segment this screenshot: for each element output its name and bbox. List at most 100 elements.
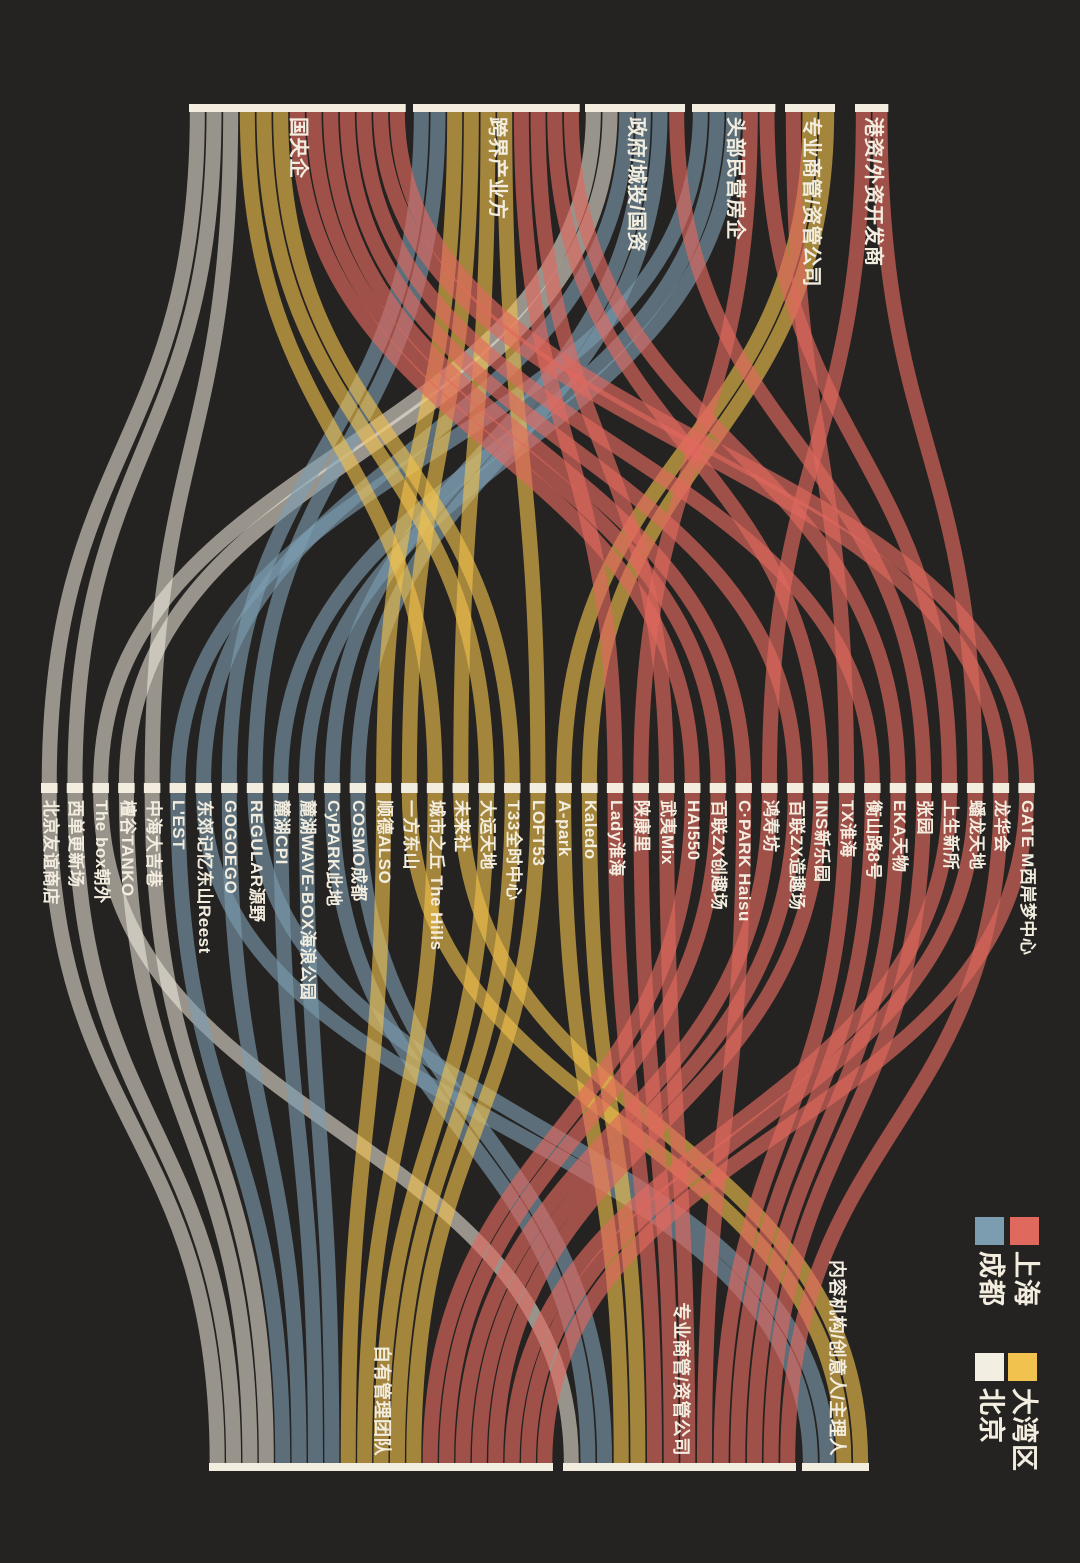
top-node-bar bbox=[692, 104, 776, 112]
project-label: 麓湖WAVE-BOX海浪公园 bbox=[297, 800, 317, 1001]
top-node-bar bbox=[785, 104, 836, 112]
top-node-label: 头部民营房企 bbox=[723, 117, 746, 240]
legend-label-beijing: 北京 bbox=[976, 1388, 1006, 1444]
project-node-bar bbox=[272, 783, 289, 793]
flow-ribbon-top bbox=[339, 111, 803, 784]
flow-ribbon-bottom bbox=[389, 792, 520, 1464]
flow-ribbon-top bbox=[373, 111, 1009, 784]
project-node-bar bbox=[529, 783, 547, 793]
project-node-bar bbox=[735, 783, 752, 793]
flow-ribbon-top bbox=[256, 111, 494, 784]
project-label: HAI550 bbox=[683, 800, 703, 861]
flow-ribbon-top bbox=[323, 111, 752, 784]
flow-ribbon-top bbox=[144, 111, 239, 784]
flow-ribbon-top bbox=[453, 111, 496, 784]
top-node-label: 专业商管/资管公司 bbox=[800, 117, 822, 288]
legend-swatch-beijing bbox=[975, 1353, 1004, 1381]
legend-swatch-chengdu bbox=[975, 1217, 1004, 1245]
project-label: 顺德ALSO bbox=[375, 800, 395, 885]
project-node-bar bbox=[375, 783, 392, 793]
flow-ribbon-bottom bbox=[298, 792, 340, 1464]
project-label: CyPARK此地 bbox=[323, 800, 343, 907]
top-node-label: 跨界产业方 bbox=[486, 117, 509, 220]
flow-ribbon-top bbox=[41, 111, 205, 784]
flow-ribbon-bottom bbox=[373, 792, 494, 1464]
flow-ribbon-bottom bbox=[357, 792, 443, 1464]
project-label: Lady淮海 bbox=[606, 800, 626, 877]
project-label: 龙华会 bbox=[992, 800, 1012, 853]
project-node-bar bbox=[606, 783, 624, 793]
flow-ribbon-top bbox=[759, 111, 957, 784]
project-node-bar bbox=[298, 783, 315, 793]
project-node-bar bbox=[941, 783, 958, 793]
flow-ribbon-bottom bbox=[537, 792, 1035, 1464]
legend-label-gba: 大湾区 bbox=[1009, 1388, 1039, 1472]
project-label: TX淮海 bbox=[838, 800, 858, 858]
project-node-bar bbox=[503, 783, 521, 793]
project-label: The box朝外 bbox=[92, 800, 112, 904]
flow-ribbon-bottom bbox=[455, 792, 777, 1464]
project-label: 未来社 bbox=[452, 800, 472, 853]
project-label: 一方东山 bbox=[400, 800, 420, 870]
project-label: Kaledo bbox=[580, 800, 600, 860]
bottom-node-bar bbox=[209, 1463, 553, 1471]
project-label: 武夷Mix bbox=[658, 800, 678, 865]
flow-ribbon-bottom bbox=[556, 792, 629, 1464]
project-label: 上生新所 bbox=[940, 800, 960, 870]
project-node-bar bbox=[786, 783, 804, 793]
top-node-bar bbox=[855, 104, 889, 112]
flow-ribbon-bottom bbox=[340, 792, 392, 1464]
project-node-bar bbox=[915, 783, 932, 793]
project-node-bar bbox=[452, 783, 470, 793]
flow-ribbon-top bbox=[306, 111, 726, 784]
flow-ribbon-top bbox=[289, 111, 700, 784]
flow-ribbon-bottom bbox=[520, 792, 983, 1464]
flow-ribbon-bottom bbox=[406, 792, 546, 1464]
flow-ribbon-bottom bbox=[67, 792, 242, 1464]
bottom-node-bar bbox=[563, 1463, 796, 1471]
flow-ribbon-bottom bbox=[471, 792, 803, 1464]
project-label: COSMO成都 bbox=[349, 800, 369, 902]
project-label: 鸿寿坊 bbox=[760, 800, 780, 853]
project-label: 檀谷TANKO bbox=[117, 800, 137, 897]
project-node-bar bbox=[761, 783, 778, 793]
flow-ribbon-bottom bbox=[488, 792, 829, 1464]
flow-ribbon-bottom bbox=[221, 792, 307, 1464]
flow-ribbon-top bbox=[239, 111, 443, 784]
flow-ribbon-top bbox=[356, 111, 880, 784]
flow-ribbon-top bbox=[376, 111, 463, 784]
project-node-bar bbox=[632, 783, 650, 793]
project-node-bar bbox=[41, 783, 58, 793]
flow-ribbon-bottom bbox=[659, 792, 696, 1464]
project-label: EKA天物 bbox=[889, 800, 909, 873]
project-label: 城市之丘 The Hills bbox=[426, 800, 446, 951]
project-label: 衡山路8号 bbox=[863, 800, 883, 880]
project-node-bar bbox=[555, 783, 572, 793]
project-label: GATE M西岸梦中心 bbox=[1018, 800, 1038, 956]
project-node-bar bbox=[323, 783, 341, 793]
project-label: 百联ZX创趣场 bbox=[709, 800, 729, 911]
top-node-bar bbox=[189, 104, 406, 112]
flow-ribbon-top bbox=[273, 111, 520, 784]
flow-ribbon-bottom bbox=[746, 792, 906, 1464]
project-node-bar bbox=[143, 783, 161, 793]
project-node-bar bbox=[684, 783, 701, 793]
bottom-node-label: 内容机构/创意人/主理人 bbox=[826, 1259, 847, 1456]
project-node-bar bbox=[838, 783, 855, 793]
project-node-bar bbox=[169, 783, 187, 793]
project-label: 东郊记忆东山Reest bbox=[195, 800, 215, 954]
project-node-bar bbox=[864, 783, 881, 793]
flow-ribbon-bottom bbox=[730, 792, 880, 1464]
project-node-bar bbox=[889, 783, 907, 793]
legend-swatch-shanghai bbox=[1010, 1217, 1039, 1245]
project-node-bar bbox=[581, 783, 598, 793]
project-node-bar bbox=[426, 783, 444, 793]
legend-swatch-gba bbox=[1008, 1353, 1037, 1381]
project-label: GOGOEGO bbox=[220, 800, 240, 895]
project-label: 麓湖CPI bbox=[272, 800, 292, 865]
project-node-bar bbox=[1018, 783, 1035, 793]
project-label: 中海大吉巷 bbox=[143, 800, 163, 888]
project-label: 陕康里 bbox=[632, 800, 652, 853]
